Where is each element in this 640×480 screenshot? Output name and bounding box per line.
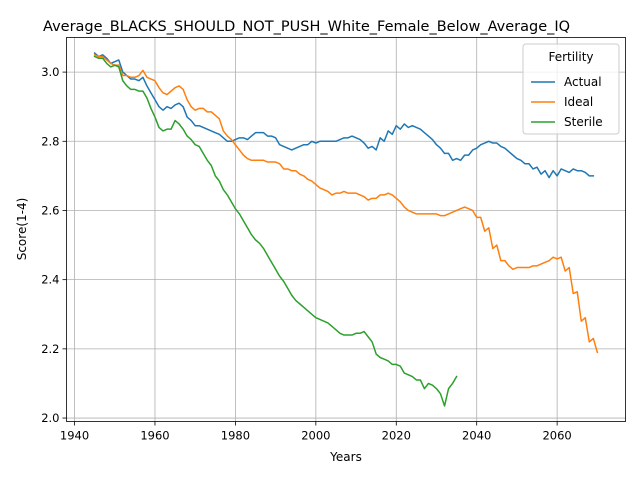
legend-label-ideal: Ideal [564,95,593,109]
x-axis-label: Years [329,450,362,464]
x-tick-label: 2000 [301,429,330,443]
legend-items: Actual Ideal Sterile [531,75,603,129]
y-axis-label: Score(1-4) [15,198,29,261]
chart-title: Average_BLACKS_SHOULD_NOT_PUSH_White_Fem… [43,19,570,35]
series-line-ideal [93,53,599,354]
y-tick-label: 2.0 [41,411,59,425]
legend-label-sterile: Sterile [564,115,603,129]
y-tick-label: 2.8 [41,134,59,148]
x-tick-label: 2020 [382,429,411,443]
legend-title: Fertility [548,50,593,64]
y-tick-label: 2.2 [41,342,59,356]
y-tick-label: 2.6 [41,203,59,217]
x-axis-ticks: 1940 1960 1980 2000 2020 2040 2060 [60,421,572,443]
x-tick-label: 2040 [462,429,491,443]
x-tick-label: 1980 [221,429,250,443]
legend: Fertility Actual Ideal Sterile [522,43,620,135]
legend-box [522,43,620,135]
series-line-sterile [93,55,458,407]
y-tick-label: 3.0 [41,65,59,79]
series-line-actual [93,52,595,179]
series-lines [93,52,599,407]
x-tick-label: 1960 [140,429,169,443]
x-tick-label: 1940 [60,429,89,443]
y-tick-label: 2.4 [41,273,59,287]
legend-label-actual: Actual [564,75,602,89]
x-tick-label: 2060 [542,429,571,443]
y-axis-ticks: 2.0 2.2 2.4 2.6 2.8 3.0 [41,65,67,425]
axes-frame [66,37,626,422]
